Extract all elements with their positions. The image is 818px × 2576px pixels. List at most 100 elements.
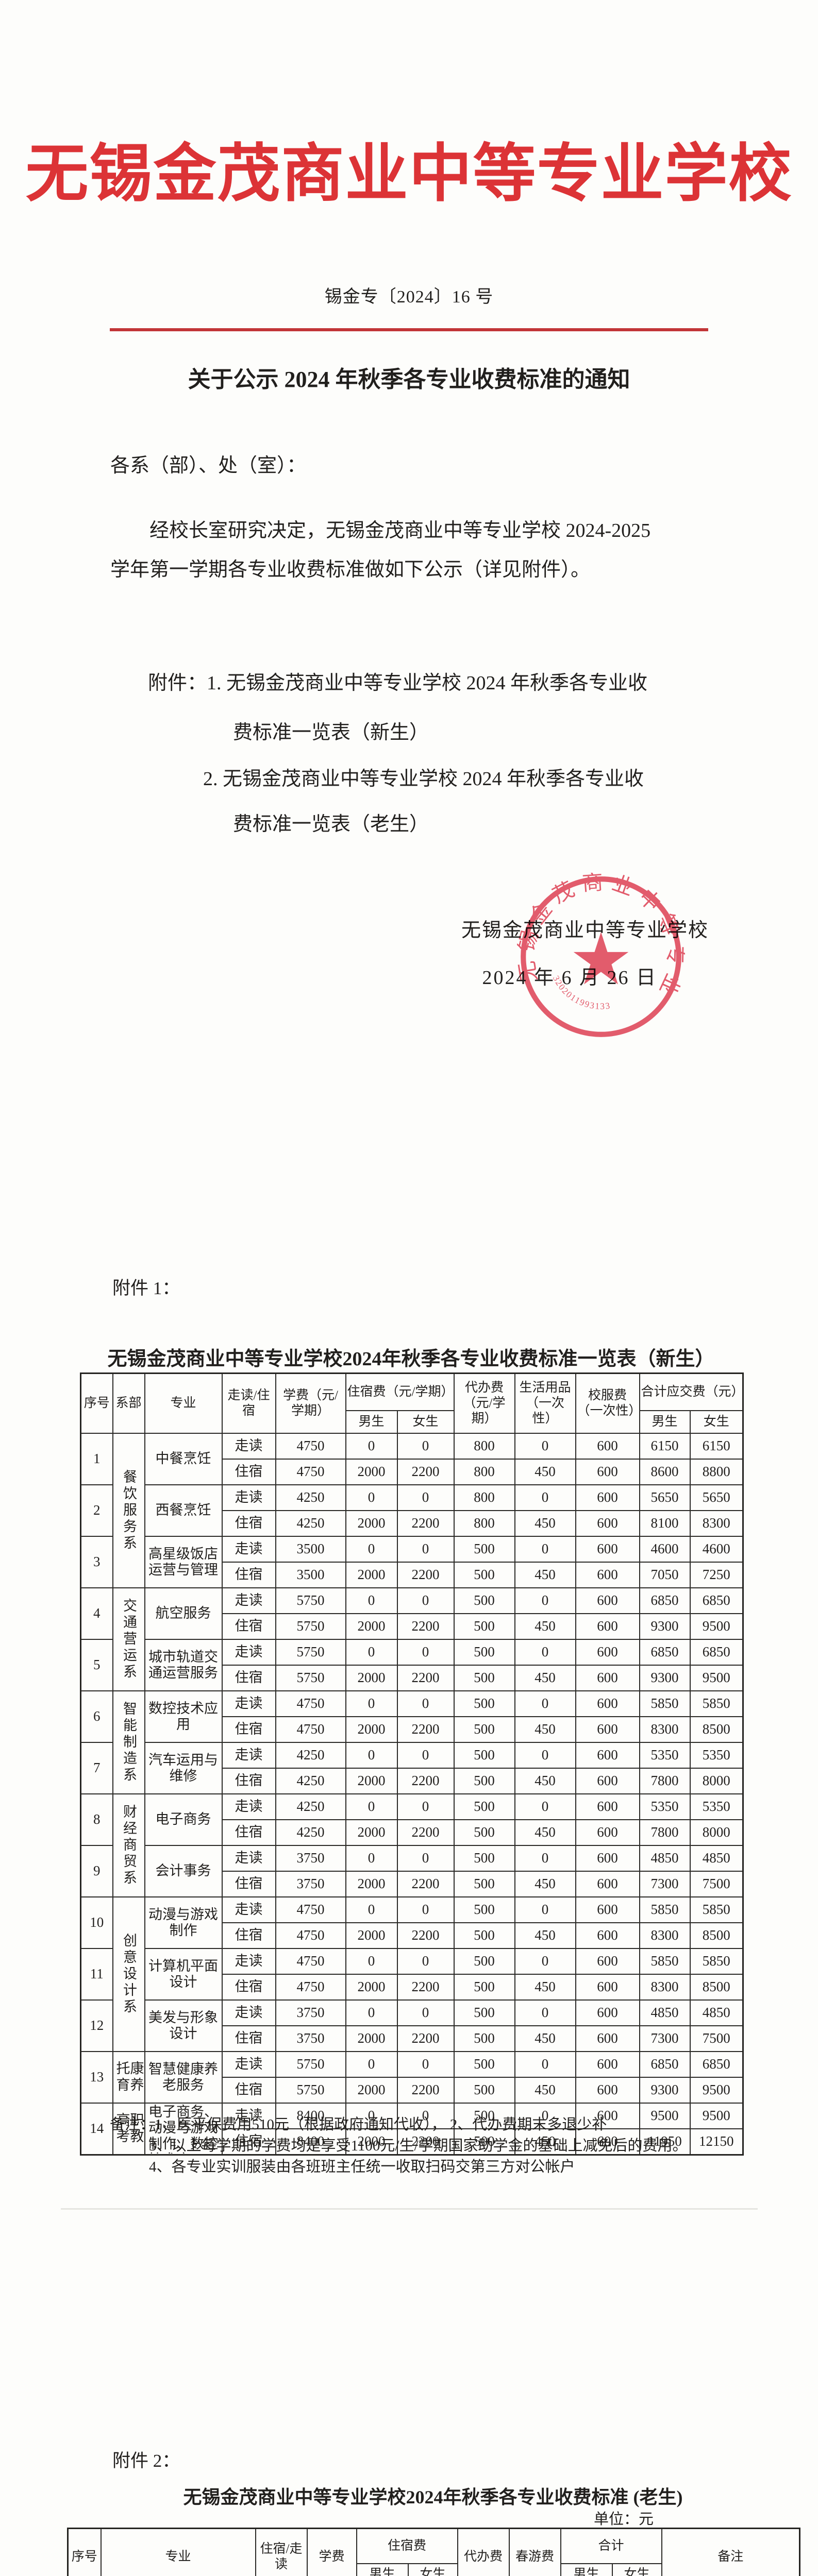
new-students-table-title: 无锡金茂商业中等专业学校2024年秋季各专业收费标准一览表（新生）	[107, 1348, 715, 1370]
table-row: 住宿 5750 2000 2200 500 450 600 9300 9500	[81, 1665, 744, 1691]
major-cell: 电子商务、动漫与游戏制作、数控技术应用、城市轨道	[144, 2103, 223, 2156]
attachments-label: 附件：	[148, 672, 207, 694]
fee-value-cell: 2000	[345, 2025, 398, 2052]
official-seal: 无锡金茂商业中等专业学校 3202011993133	[517, 873, 681, 1037]
fee-value-cell: 4250	[275, 1484, 346, 1511]
fee-value-cell: 5850	[689, 1690, 744, 1717]
new-students-table-body: 1 餐饮服务系 中餐烹饪 走读 4750 0 0 800 0 600 6150 6150 住宿 4750 2…	[80, 1433, 744, 2156]
major-text: 会计事务	[155, 1863, 211, 1879]
fee-value-cell: 0	[514, 1948, 576, 1975]
fee-value-cell: 6850	[639, 1639, 691, 1666]
major-cell: 中餐烹饪	[144, 1433, 223, 1485]
fee-value-cell: 0	[396, 1639, 455, 1666]
boarding-mode-cell: 住宿	[221, 1665, 276, 1691]
major-cell: 西餐烹饪	[144, 1484, 223, 1537]
fee-value-cell: 0	[514, 1536, 576, 1563]
major-cell: 计算机平面设计	[144, 1948, 223, 2001]
fee-value-cell: 600	[575, 1536, 640, 1563]
fee-value-cell: 0	[345, 2103, 398, 2129]
fee-value-cell: 4850	[639, 1999, 691, 2026]
fee-value-cell: 3750	[275, 1871, 346, 1897]
boarding-mode-cell: 走读	[221, 1433, 276, 1460]
header-male: 男生	[345, 1410, 398, 1434]
fee-value-cell: 8300	[639, 1922, 691, 1949]
table-header: 序号 专业 住宿/走读 学费 住宿费 代办费 春游费 合计 备注 男生 女生 男…	[67, 2528, 800, 2576]
fee-value-cell: 600	[575, 1587, 640, 1614]
fee-value-cell: 500	[453, 1562, 515, 1588]
body-paragraph-line: 学年第一学期各专业收费标准做如下公示（详见附件）。	[110, 559, 591, 581]
fee-value-cell: 600	[575, 1484, 640, 1511]
fee-value-cell: 2000	[345, 1819, 398, 1846]
fee-value-cell: 0	[345, 1690, 398, 1717]
fee-value-cell: 0	[396, 1536, 455, 1563]
boarding-mode-cell: 走读	[221, 1896, 276, 1923]
header-female: 女生	[407, 2563, 458, 2576]
fee-value-cell: 500	[453, 2103, 515, 2129]
boarding-mode-cell: 住宿	[221, 1819, 276, 1846]
attachment2-reference: 2. 无锡金茂商业中等专业学校 2024 年秋季各专业收	[203, 768, 644, 790]
department-cell: 交通营运系	[112, 1587, 145, 1691]
fee-value-cell: 4750	[275, 1896, 346, 1923]
fee-value-cell: 5750	[275, 1639, 346, 1666]
fee-value-cell: 8000	[689, 1819, 744, 1846]
row-index-cell: 13	[80, 2051, 113, 2104]
fee-value-cell: 6850	[689, 1639, 744, 1666]
fee-value-cell: 600	[575, 1948, 640, 1975]
fee-value-cell: 600	[575, 1793, 640, 1820]
fee-value-cell: 9500	[689, 1613, 744, 1640]
fee-value-cell: 2000	[345, 1613, 398, 1640]
fee-value-cell: 4250	[275, 1510, 346, 1537]
major-text: 城市轨道交通运营服务	[148, 1649, 218, 1681]
table-row: 2 西餐烹饪 走读 4250 0 0 800 0 600 5650 5650	[80, 1484, 744, 1537]
fee-value-cell: 0	[345, 1948, 398, 1975]
table-row: 4 交通营运系 航空服务 走读 5750 0 0 500 0 600 6850 6850	[80, 1587, 744, 1691]
table-row: 7 汽车运用与维修 走读 4250 0 0 500 0 600 5350 5350	[80, 1742, 744, 1794]
fee-value-cell: 2000	[345, 2077, 398, 2104]
fee-value-cell: 0	[396, 1896, 455, 1923]
fee-value-cell: 8300	[689, 1510, 744, 1537]
major-cell: 美发与形象设计	[144, 1999, 223, 2052]
row-index-cell: 4	[80, 1587, 113, 1640]
table-row: 住宿 4250 2000 2200 500 450 600 7800 8000	[81, 1819, 744, 1846]
fee-value-cell: 8400	[275, 2103, 346, 2129]
note-line: 备注：1、医平保费用510元（根据政府通知代收）， 2、代办费期末多退少补	[110, 2114, 688, 2136]
seal-number: 3202011993133	[551, 974, 611, 1011]
boarding-mode-cell: 走读	[221, 1845, 276, 1872]
fee-value-cell: 3500	[275, 1562, 346, 1588]
header-female: 女生	[611, 2563, 662, 2576]
header-tuition: 学费（元/学期）	[275, 1372, 346, 1434]
fee-value-cell: 600	[575, 1845, 640, 1872]
fee-value-cell: 600	[575, 1613, 640, 1640]
fee-value-cell: 11950	[639, 2128, 691, 2156]
fee-value-cell: 500	[453, 2025, 515, 2052]
fee-value-cell: 8000	[689, 1768, 744, 1794]
fee-value-cell: 600	[575, 1459, 640, 1485]
fee-value-cell: 5350	[639, 1793, 691, 1820]
fee-value-cell: 500	[453, 1665, 515, 1691]
fee-value-cell: 450	[514, 2025, 576, 2052]
header-mode: 走读/住宿	[221, 1372, 276, 1434]
fee-value-cell: 5750	[275, 2077, 346, 2104]
fee-value-cell: 0	[514, 1484, 576, 1511]
fee-value-cell: 4250	[275, 1742, 346, 1769]
fee-value-cell: 7300	[639, 2025, 691, 2052]
fee-value-cell: 450	[514, 1819, 576, 1846]
fee-value-cell: 450	[514, 1510, 576, 1537]
fee-value-cell: 9300	[639, 1613, 691, 1640]
fee-value-cell: 500	[453, 1793, 515, 1820]
major-cell: 数控技术应用	[144, 1690, 223, 1743]
fee-value-cell: 800	[453, 1484, 515, 1511]
fee-value-cell: 500	[453, 1536, 515, 1563]
fee-value-cell: 4750	[275, 1716, 346, 1743]
fee-value-cell: 500	[453, 2128, 515, 2156]
major-text: 智慧健康养老服务	[148, 2061, 218, 2093]
fee-value-cell: 2000	[345, 1510, 398, 1537]
fee-value-cell: 5850	[689, 1948, 744, 1975]
fee-value-cell: 8500	[689, 1922, 744, 1949]
fee-value-cell: 500	[453, 1871, 515, 1897]
fee-value-cell: 0	[514, 1742, 576, 1769]
row-index-cell: 1	[80, 1433, 113, 1485]
major-cell: 航空服务	[144, 1587, 223, 1640]
fee-value-cell: 0	[514, 2051, 576, 2078]
major-cell: 智慧健康养老服务	[144, 2051, 223, 2104]
